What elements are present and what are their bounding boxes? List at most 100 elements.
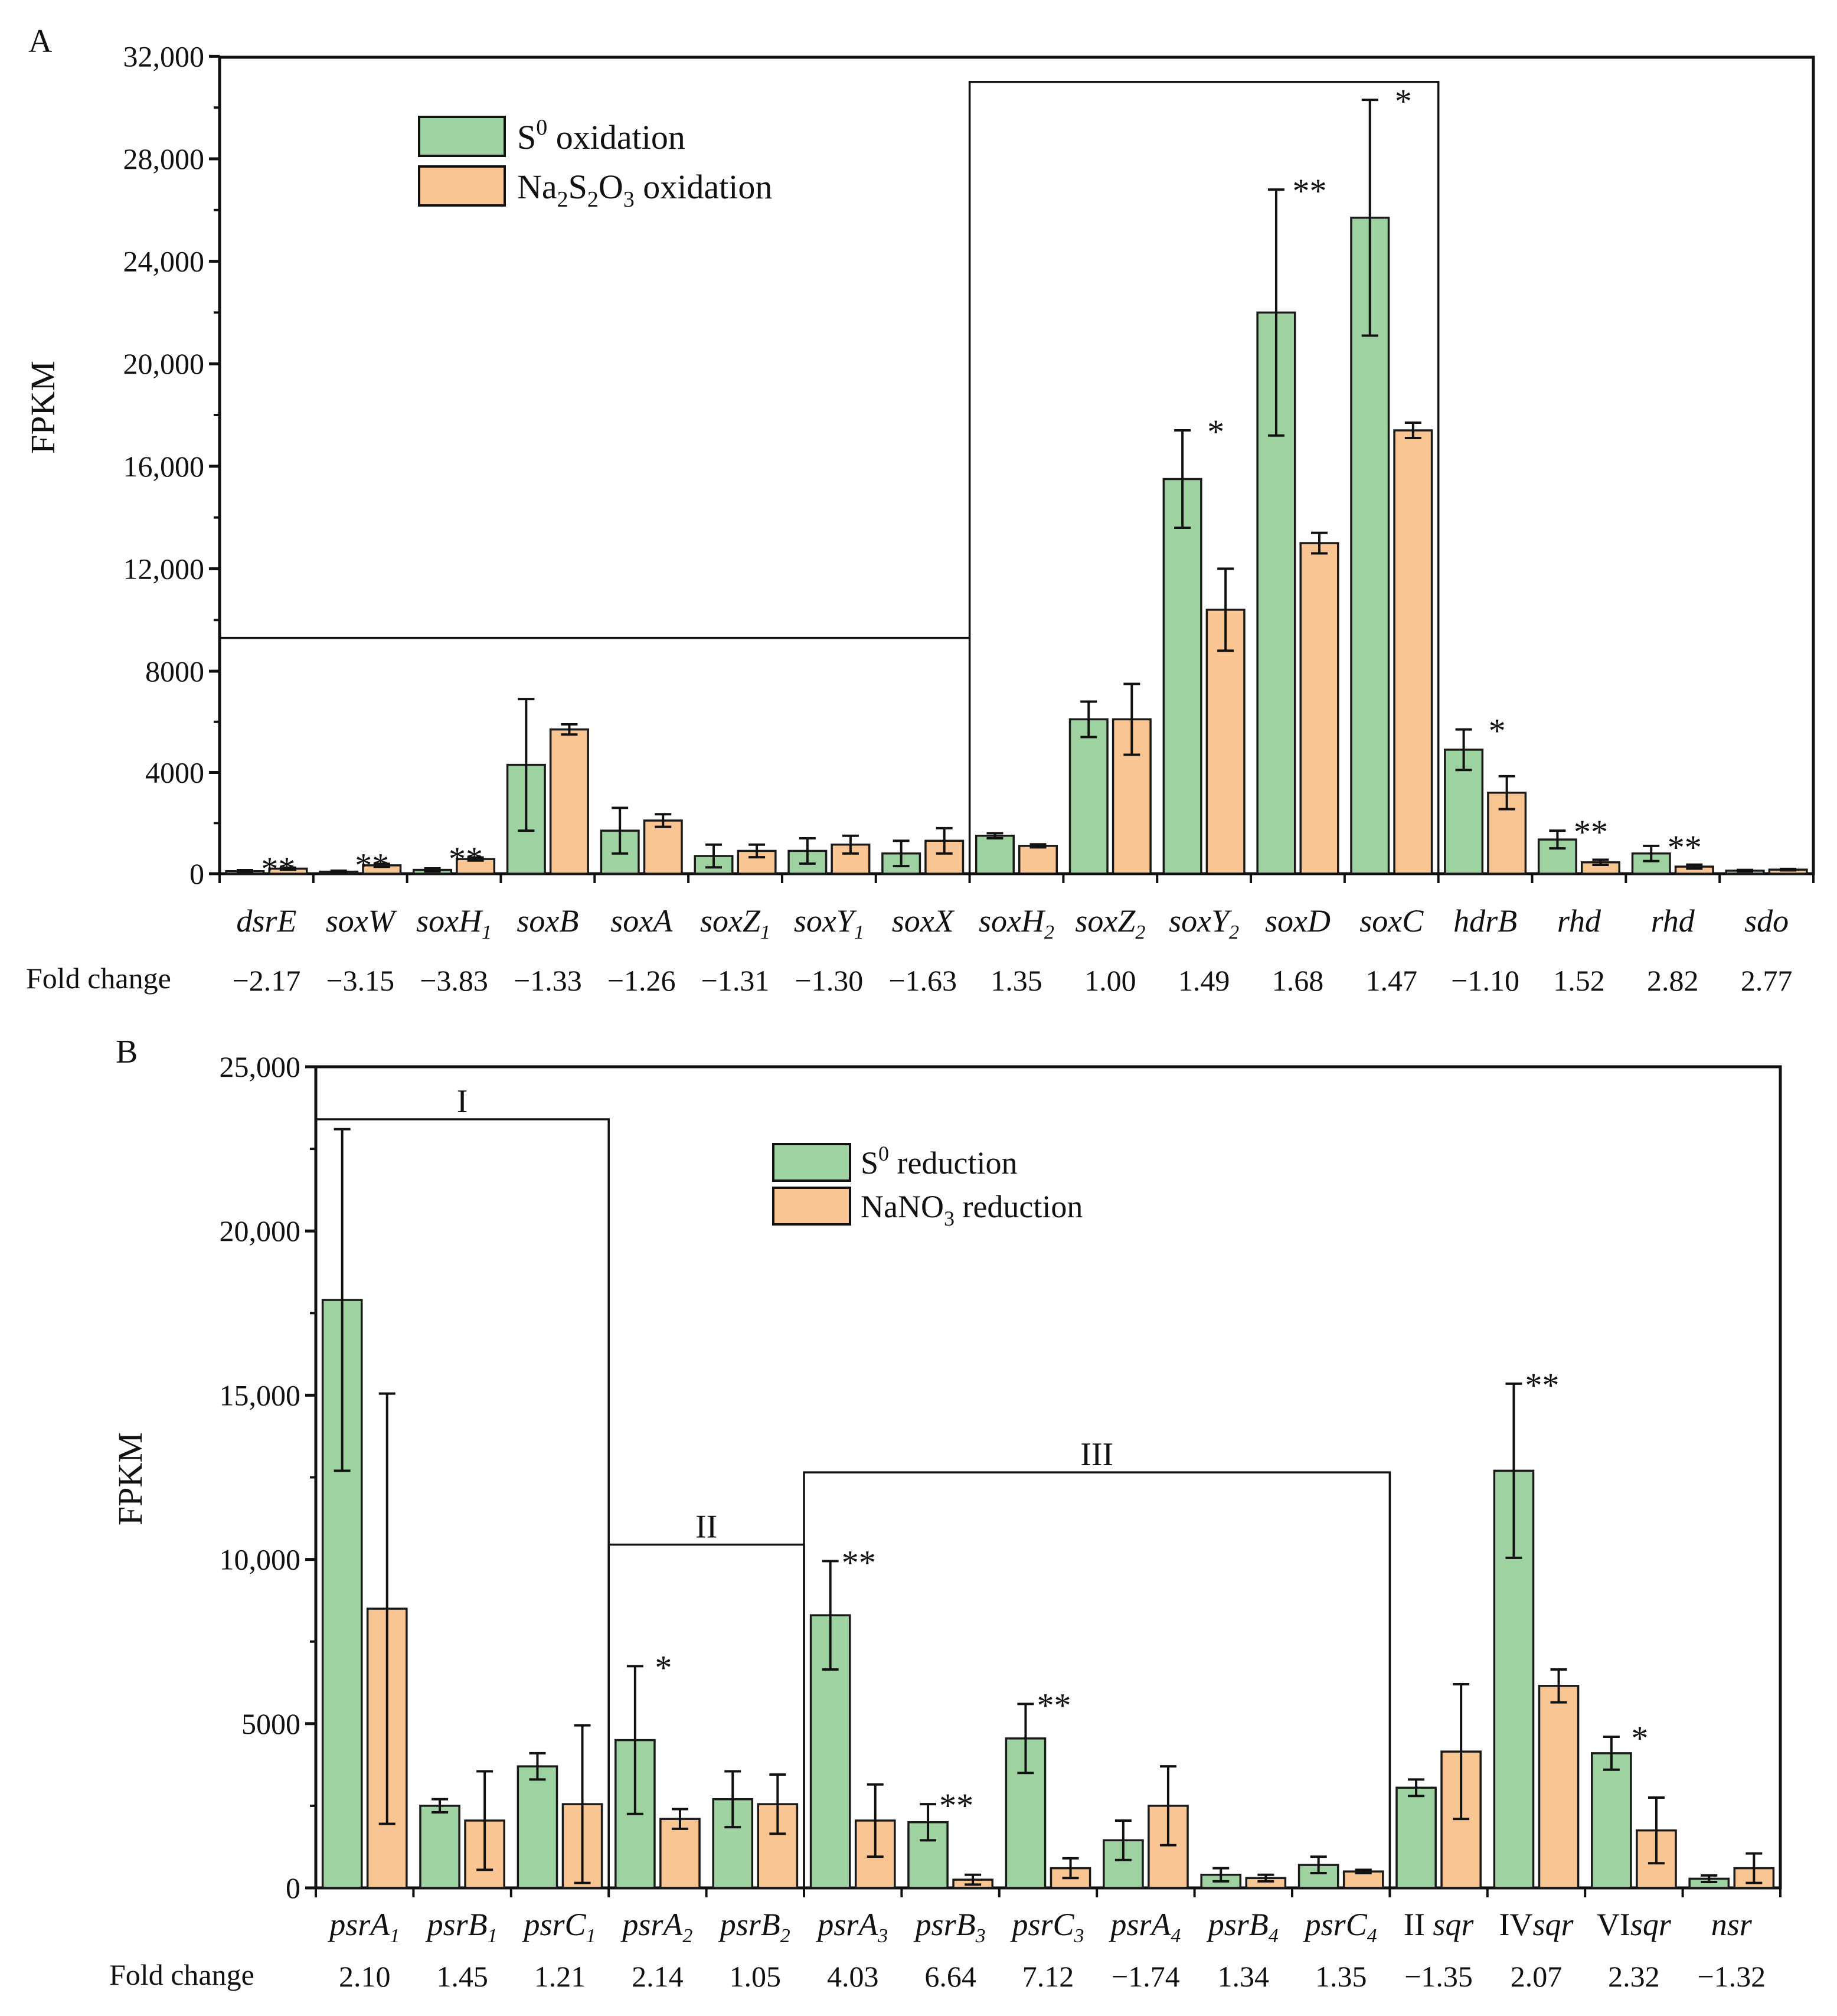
- panel-a-label: A: [28, 23, 53, 60]
- panel-b-group-label: II: [695, 1509, 717, 1546]
- panel-a-category-label: dsrE: [236, 903, 296, 939]
- panel-b-bar-s1: [419, 1805, 460, 1889]
- panel-b-fold-change-value: 6.64: [924, 1960, 976, 1993]
- panel-b-chart: 0500010,00015,00020,00025,000**********p…: [220, 1050, 1782, 1993]
- panel-a-significance-mark: **: [1668, 828, 1702, 867]
- panel-a-bar-s2: [643, 819, 683, 875]
- legend-swatch-s0-reduction: [772, 1143, 851, 1182]
- panel-a-bar-s1: [1162, 478, 1202, 875]
- panel-b-fold-change-value: 7.12: [1022, 1960, 1074, 1993]
- panel-b-fold-change-value: 1.45: [436, 1960, 488, 1993]
- panel-a-significance-mark: **: [1574, 813, 1608, 851]
- panel-b-fold-change-value: 2.32: [1608, 1960, 1660, 1993]
- panel-a-fold-change-value: −1.26: [607, 964, 676, 997]
- panel-a-category-label: sdo: [1744, 903, 1789, 939]
- panel-a-category-label: soxD: [1265, 903, 1331, 939]
- panel-a-y-tick-label: 0: [189, 857, 204, 890]
- legend-label-s0-oxidation: S0 oxidation: [517, 115, 685, 156]
- panel-a-category-label: rhd: [1651, 903, 1695, 939]
- panel-b-category-label: psrA1: [327, 1907, 400, 1947]
- panel-b-significance-mark: *: [1631, 1719, 1648, 1757]
- panel-b-category-label: psrB4: [1206, 1907, 1279, 1947]
- panel-b-category-label: II sqr: [1404, 1907, 1474, 1942]
- panel-a-significance-mark: *: [1207, 413, 1224, 451]
- panel-a-group-box: [968, 81, 1440, 875]
- panel-a-category-label: hdrB: [1453, 903, 1517, 939]
- panel-b-fold-change-value: 1.35: [1315, 1960, 1367, 1993]
- panel-b-category-label: nsr: [1711, 1907, 1753, 1942]
- legend-swatch-s0-oxidation: [418, 116, 506, 157]
- panel-b-category-label: psrA4: [1108, 1907, 1181, 1947]
- panel-b-legend: S0 reduction NaNO3 reduction: [772, 1142, 1083, 1230]
- legend-label-thiosulfate-oxidation: Na2S2O3 oxidation: [517, 168, 772, 212]
- panel-a-fold-label: Fold change: [26, 962, 171, 995]
- panel-a-significance-mark: **: [261, 850, 295, 888]
- panel-b-fold-change-value: 1.34: [1218, 1960, 1270, 1993]
- panel-a-fold-change-value: −1.10: [1451, 964, 1519, 997]
- panel-b-fold-change-value: −1.35: [1404, 1960, 1473, 1993]
- panel-a-bar-s2: [1393, 429, 1433, 875]
- panel-a-category-label: rhd: [1557, 903, 1601, 939]
- panel-b-fold-label: Fold change: [109, 1958, 254, 1991]
- panel-a-significance-mark: *: [1395, 82, 1412, 120]
- panel-a-significance-mark: **: [449, 840, 483, 878]
- panel-b-category-label: psrB2: [718, 1907, 790, 1947]
- panel-b-bar-s2: [1538, 1685, 1580, 1889]
- panel-a-y-tick-label: 24,000: [123, 245, 205, 278]
- panel-b-fold-change-value: 1.21: [534, 1960, 586, 1993]
- panel-b-significance-mark: **: [1037, 1686, 1071, 1724]
- panel-a-bar-s1: [1068, 718, 1109, 875]
- panel-b-fold-change-value: −1.74: [1112, 1960, 1180, 1993]
- panel-b-significance-mark: *: [655, 1648, 672, 1687]
- panel-a-significance-mark: *: [1489, 712, 1506, 750]
- panel-b-category-label: psrC4: [1303, 1907, 1377, 1947]
- panel-b-significance-mark: **: [842, 1543, 876, 1582]
- panel-b-category-label: VIsqr: [1597, 1907, 1672, 1942]
- legend-swatch-thiosulfate-oxidation: [418, 165, 506, 207]
- panel-b-category-label: psrA3: [815, 1907, 888, 1947]
- panel-b-significance-mark: **: [939, 1786, 973, 1825]
- panel-b-y-tick-label: 15,000: [220, 1378, 301, 1411]
- panel-b-category-label: IVsqr: [1499, 1907, 1574, 1942]
- legend-label-s0-reduction: S0 reduction: [861, 1142, 1017, 1181]
- panel-b-bar-s2: [659, 1818, 701, 1889]
- panel-b-category-label: psrB3: [913, 1907, 986, 1947]
- panel-a-fold-change-value: 1.00: [1084, 964, 1136, 997]
- panel-a-category-label: soxY2: [1169, 903, 1239, 943]
- panel-a-y-tick-label: 4000: [145, 756, 204, 789]
- panel-a-fold-change-value: 1.47: [1366, 964, 1418, 997]
- panel-b-group-label: III: [1080, 1436, 1113, 1473]
- panel-a-bar-s2: [1018, 845, 1058, 875]
- panel-b-category-label: psrC3: [1009, 1907, 1084, 1947]
- panel-a-fold-change-value: −1.31: [701, 964, 770, 997]
- panel-b-category-label: psrB1: [425, 1907, 498, 1947]
- panel-a-category-label: soxA: [610, 903, 673, 939]
- panel-a-category-label: soxZ1: [700, 903, 770, 943]
- panel-a-fold-change-value: 1.68: [1272, 964, 1324, 997]
- panel-b-y-tick-label: 25,000: [220, 1050, 301, 1083]
- panel-a-bar-s1: [975, 834, 1015, 875]
- panel-b-group-bracket: [803, 1471, 1391, 1888]
- panel-a-fold-change-value: −1.30: [795, 964, 864, 997]
- panel-b-bar-s1: [1395, 1786, 1437, 1889]
- panel-a-category-label: soxH2: [979, 903, 1054, 943]
- panel-b-fold-change-value: 4.03: [827, 1960, 879, 1993]
- panel-b-significance-mark: **: [1525, 1366, 1560, 1404]
- panel-b-fold-change-value: 2.07: [1511, 1960, 1563, 1993]
- panel-a-fold-change-value: 1.49: [1178, 964, 1230, 997]
- panel-a-fold-change-value: 2.77: [1741, 964, 1793, 997]
- panel-a-category-label: soxB: [517, 903, 578, 939]
- panel-a-category-label: soxX: [892, 903, 955, 939]
- panel-a-category-label: soxW: [326, 903, 398, 939]
- panel-a-fold-change-value: 1.35: [991, 964, 1042, 997]
- panel-a-fold-change-value: 2.82: [1647, 964, 1699, 997]
- panel-b-category-label: psrA2: [620, 1907, 692, 1947]
- panel-a-fold-change-value: −3.15: [326, 964, 394, 997]
- panel-a-legend: S0 oxidation Na2S2O3 oxidation: [418, 115, 772, 212]
- panel-b-fold-change-value: 2.14: [632, 1960, 684, 1993]
- panel-a-fold-change-value: −2.17: [233, 964, 301, 997]
- panel-b-ylabel: FPKM: [111, 1432, 149, 1525]
- panel-b-y-tick-label: 20,000: [220, 1214, 301, 1247]
- panel-b-group-bracket: [315, 1118, 610, 1888]
- panel-b-fold-change-value: −1.32: [1697, 1960, 1766, 1993]
